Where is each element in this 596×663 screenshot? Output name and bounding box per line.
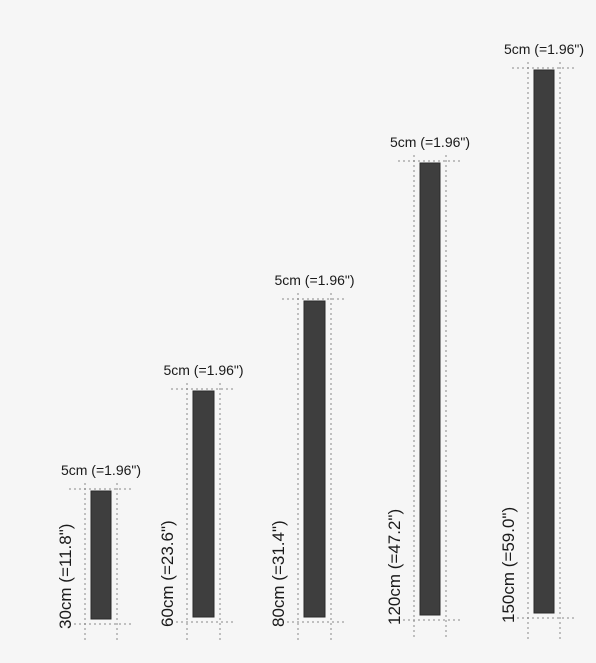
width-label: 5cm (=1.96")	[274, 272, 354, 288]
bar-group-30cm: 5cm (=1.96") 30cm (=11.8")	[56, 462, 141, 640]
width-label: 5cm (=1.96")	[163, 362, 243, 378]
bar-group-150cm: 5cm (=1.96") 150cm (=59.0")	[499, 41, 584, 640]
width-label: 5cm (=1.96")	[61, 462, 141, 478]
height-label: 30cm (=11.8")	[56, 524, 75, 629]
width-label: 5cm (=1.96")	[390, 134, 470, 150]
bar-120cm	[419, 162, 441, 616]
bar-group-120cm: 5cm (=1.96") 120cm (=47.2")	[385, 134, 470, 640]
height-label: 150cm (=59.0")	[499, 507, 518, 623]
height-label: 80cm (=31.4")	[269, 520, 288, 627]
bar-60cm	[192, 390, 215, 618]
bar-group-60cm: 5cm (=1.96") 60cm (=23.6")	[158, 362, 244, 640]
width-label: 5cm (=1.96")	[504, 41, 584, 57]
bar-30cm	[90, 490, 112, 620]
bar-80cm	[303, 300, 326, 618]
height-label: 60cm (=23.6")	[158, 520, 177, 627]
bar-150cm	[533, 69, 555, 614]
height-label: 120cm (=47.2")	[385, 509, 404, 625]
bar-group-80cm: 5cm (=1.96") 80cm (=31.4")	[269, 272, 355, 640]
